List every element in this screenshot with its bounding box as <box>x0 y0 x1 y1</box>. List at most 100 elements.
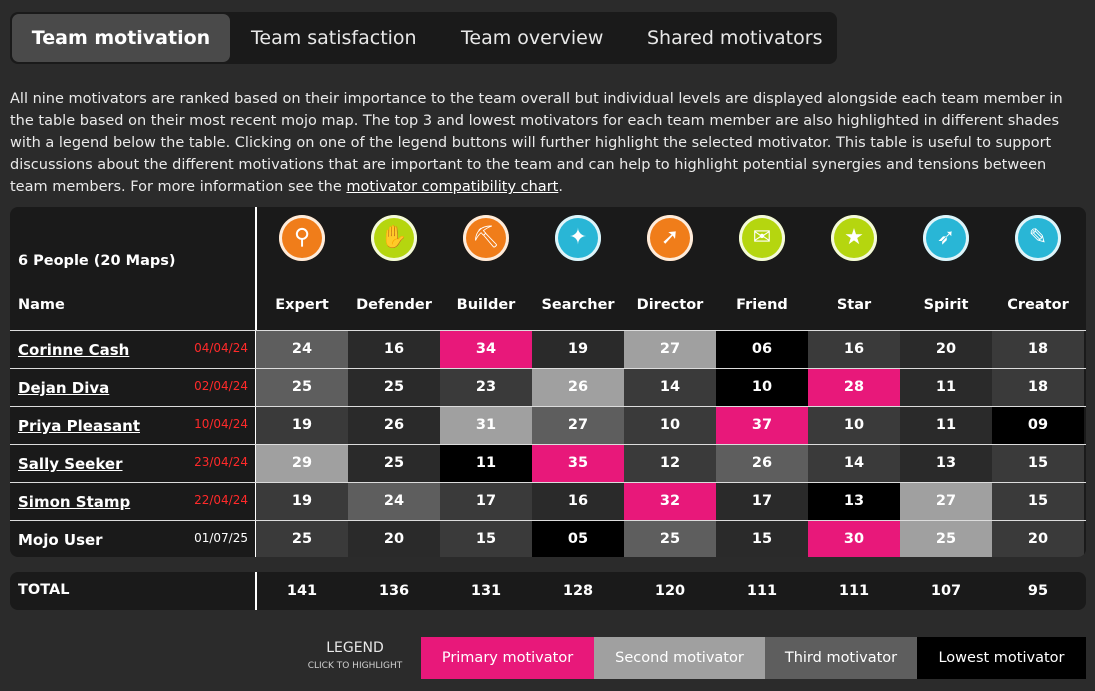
column-header-star: ★ Star <box>808 207 900 329</box>
score-cell: 15 <box>992 483 1084 520</box>
score-cell: 31 <box>440 407 532 444</box>
column-label: Expert <box>275 297 329 313</box>
score-cell: 34 <box>440 331 532 368</box>
score-cell: 16 <box>532 483 624 520</box>
score-cell: 32 <box>624 483 716 520</box>
column-label: Star <box>836 297 872 313</box>
table-row: Priya Pleasant 10/04/24 19 26 31 27 10 37 10 11 09 <box>10 406 1086 444</box>
score-cell: 23 <box>440 369 532 406</box>
score-cell: 29 <box>256 445 348 482</box>
score-cell: 27 <box>900 483 992 520</box>
score-cell: 14 <box>808 445 900 482</box>
legend-third-button[interactable]: Third motivator <box>765 637 917 679</box>
total-value: 95 <box>1027 583 1049 599</box>
score-cell: 19 <box>256 483 348 520</box>
member-name[interactable]: Dejan Diva <box>18 379 110 397</box>
member-name: Mojo User <box>18 531 103 549</box>
total-row: TOTAL 141 136 131 128 120 111 111 107 95 <box>10 572 1086 610</box>
total-value: 120 <box>654 583 686 599</box>
member-name[interactable]: Simon Stamp <box>18 493 131 511</box>
score-cell: 25 <box>256 521 348 557</box>
total-label: TOTAL <box>18 582 70 598</box>
legend-primary-button[interactable]: Primary motivator <box>421 637 594 679</box>
member-name[interactable]: Corinne Cash <box>18 341 130 359</box>
palette-icon: ✎ <box>1015 215 1061 261</box>
score-cell: 11 <box>440 445 532 482</box>
total-value: 128 <box>562 583 594 599</box>
score-cell: 14 <box>624 369 716 406</box>
table-row: Dejan Diva 02/04/24 25 25 23 26 14 10 28 11 18 <box>10 368 1086 406</box>
score-cell: 26 <box>532 369 624 406</box>
score-cell: 27 <box>624 331 716 368</box>
total-divider <box>255 572 257 610</box>
score-cell: 09 <box>992 407 1084 444</box>
column-label: Director <box>636 297 704 313</box>
score-cell: 16 <box>348 331 440 368</box>
map-date: 23/04/24 <box>194 455 248 469</box>
column-label: Defender <box>356 297 432 313</box>
table-row: Sally Seeker 23/04/24 29 25 11 35 12 26 14 13 15 <box>10 444 1086 482</box>
score-cell: 25 <box>348 369 440 406</box>
table-row: Corinne Cash 04/04/24 24 16 34 19 27 06 16 20 18 <box>10 330 1086 368</box>
map-date: 02/04/24 <box>194 379 248 393</box>
total-value: 111 <box>746 583 778 599</box>
column-header-builder: ⛏ Builder <box>440 207 532 329</box>
score-cell: 10 <box>808 407 900 444</box>
name-column-header: Name <box>18 297 65 313</box>
score-cell: 27 <box>532 407 624 444</box>
score-cell: 25 <box>900 521 992 557</box>
score-cell: 13 <box>900 445 992 482</box>
score-cell: 28 <box>808 369 900 406</box>
score-cell: 15 <box>440 521 532 557</box>
column-label: Builder <box>456 297 516 313</box>
magnifier-icon: ⚲ <box>279 215 325 261</box>
total-value: 136 <box>378 583 410 599</box>
tab-team-satisfaction[interactable]: Team satisfaction <box>251 27 417 49</box>
total-value: 131 <box>470 583 502 599</box>
map-date: 01/07/25 <box>194 531 248 545</box>
column-label: Creator <box>1007 297 1069 313</box>
arrow-icon: ➚ <box>647 215 693 261</box>
column-header-creator: ✎ Creator <box>992 207 1084 329</box>
table-row: Mojo User 01/07/25 25 20 15 05 25 15 30 25 20 <box>10 520 1086 557</box>
score-cell: 12 <box>624 445 716 482</box>
tab-shared-motivators[interactable]: Shared motivators <box>647 27 823 49</box>
legend-title: LEGEND <box>326 640 384 656</box>
score-cell: 17 <box>716 483 808 520</box>
score-cell: 24 <box>256 331 348 368</box>
score-cell: 25 <box>624 521 716 557</box>
legend-second-button[interactable]: Second motivator <box>594 637 765 679</box>
score-cell: 16 <box>808 331 900 368</box>
tab-team-motivation[interactable]: Team motivation <box>12 14 230 62</box>
score-cell: 11 <box>900 369 992 406</box>
score-cell: 25 <box>348 445 440 482</box>
column-header-searcher: ✦ Searcher <box>532 207 624 329</box>
score-cell: 06 <box>716 331 808 368</box>
total-value: 111 <box>838 583 870 599</box>
map-date: 22/04/24 <box>194 493 248 507</box>
hand-icon: ✋ <box>371 215 417 261</box>
motivator-compatibility-link[interactable]: motivator compatibility chart <box>346 179 559 195</box>
column-header-defender: ✋ Defender <box>348 207 440 329</box>
score-cell: 05 <box>532 521 624 557</box>
total-value: 141 <box>286 583 318 599</box>
column-header-spirit: ➶ Spirit <box>900 207 992 329</box>
member-name[interactable]: Sally Seeker <box>18 455 123 473</box>
score-cell: 10 <box>624 407 716 444</box>
legend-lowest-button[interactable]: Lowest motivator <box>917 637 1086 679</box>
bird-icon: ➶ <box>923 215 969 261</box>
score-cell: 11 <box>900 407 992 444</box>
score-cell: 20 <box>992 521 1084 557</box>
description-end: . <box>558 179 563 195</box>
score-cell: 26 <box>348 407 440 444</box>
score-cell: 13 <box>808 483 900 520</box>
score-cell: 19 <box>256 407 348 444</box>
member-name[interactable]: Priya Pleasant <box>18 417 140 435</box>
score-cell: 10 <box>716 369 808 406</box>
score-cell: 15 <box>716 521 808 557</box>
column-label: Friend <box>736 297 788 313</box>
table-row: Simon Stamp 22/04/24 19 24 17 16 32 17 13 27 15 <box>10 482 1086 520</box>
tab-team-overview[interactable]: Team overview <box>461 27 604 49</box>
star-icon: ★ <box>831 215 877 261</box>
score-cell: 30 <box>808 521 900 557</box>
